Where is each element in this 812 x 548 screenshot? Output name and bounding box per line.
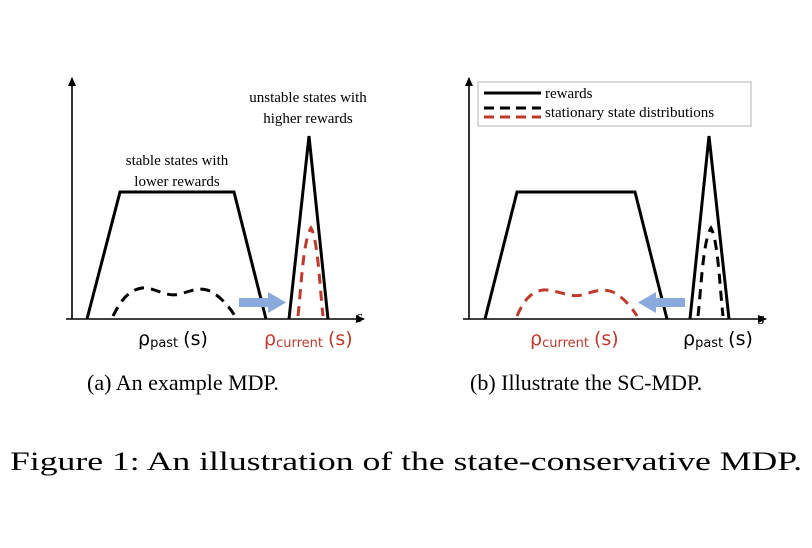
panel-b-current-distribution bbox=[515, 288, 639, 317]
panel-b-reward-trapezoid bbox=[483, 190, 669, 320]
panel-b-label-current: ρcurrent (s) bbox=[530, 328, 619, 351]
panel-a-current-distribution bbox=[296, 225, 325, 317]
panel-b: s rewards stationary state distributions… bbox=[463, 77, 767, 395]
panel-b-axis-x-label: s bbox=[758, 309, 765, 328]
panel-a-reward-spike bbox=[287, 135, 330, 320]
panel-b-label-past: ρpast (s) bbox=[683, 328, 753, 351]
panel-a-annotation-unstable-1: unstable states with bbox=[249, 90, 367, 106]
panel-b-legend: rewards stationary state distributions bbox=[477, 81, 752, 127]
panel-a-reward-trapezoid bbox=[85, 190, 268, 320]
panel-a-caption: (a) An example MDP. bbox=[87, 370, 279, 395]
panel-a-shift-arrow bbox=[239, 292, 286, 313]
legend-rewards-label: rewards bbox=[545, 86, 593, 102]
panel-a-annotation-stable-1: stable states with bbox=[126, 153, 229, 169]
panel-b-past-distribution bbox=[696, 225, 725, 317]
legend-stationary-label: stationary state distributions bbox=[545, 105, 714, 121]
panel-b-shift-arrow bbox=[638, 292, 685, 313]
panel-b-caption: (b) Illustrate the SC-MDP. bbox=[470, 370, 702, 395]
panel-a-label-past: ρpast (s) bbox=[138, 328, 208, 351]
panel-a-annotation-stable-2: lower rewards bbox=[134, 174, 220, 190]
panel-b-reward-spike bbox=[688, 135, 731, 320]
legend-box bbox=[477, 81, 752, 127]
panel-a-axis-x-label: s bbox=[356, 307, 363, 326]
panel-a-label-current: ρcurrent (s) bbox=[264, 328, 353, 351]
panel-a-past-distribution bbox=[111, 286, 237, 317]
panel-a: s unstable states with higher rewards st… bbox=[66, 77, 367, 395]
figure-caption: Figure 1: An illustration of the state-c… bbox=[10, 447, 802, 476]
panel-a-annotation-unstable-2: higher rewards bbox=[263, 111, 353, 127]
